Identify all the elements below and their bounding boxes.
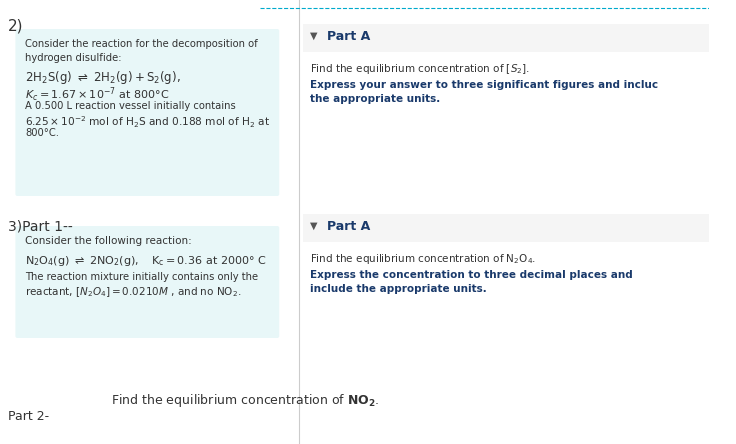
Text: Find the equilibrium concentration of $[S_2]$.: Find the equilibrium concentration of $[… [310, 62, 530, 76]
Text: A 0.500 L reaction vessel initially contains: A 0.500 L reaction vessel initially cont… [25, 101, 236, 111]
Text: Express your answer to three significant figures and incluc: Express your answer to three significant… [310, 80, 658, 90]
Text: Part 2-: Part 2- [7, 410, 49, 423]
Text: $\mathrm{N_2O_4(g)\ \rightleftharpoons\ 2NO_2(g),\quad K_c=0.36\ at\ 2000°\ C}$: $\mathrm{N_2O_4(g)\ \rightleftharpoons\ … [25, 254, 266, 268]
Text: 800°C.: 800°C. [25, 128, 59, 138]
Text: the appropriate units.: the appropriate units. [310, 94, 440, 104]
Text: $6.25\times10^{-2}\ \mathrm{mol\ of\ H_2S\ and\ 0.188\ mol\ of\ H_2\ at}$: $6.25\times10^{-2}\ \mathrm{mol\ of\ H_2… [25, 114, 270, 130]
Text: include the appropriate units.: include the appropriate units. [310, 284, 486, 294]
Text: Part A: Part A [328, 30, 371, 43]
Text: Consider the following reaction:: Consider the following reaction: [25, 236, 192, 246]
Text: Find the equilibrium concentration of $\mathrm{N_2O_4}$.: Find the equilibrium concentration of $\… [310, 252, 537, 266]
Text: $K_c = 1.67\times10^{-7}\ \mathrm{at\ 800°C}$: $K_c = 1.67\times10^{-7}\ \mathrm{at\ 80… [25, 86, 169, 104]
Text: Express the concentration to three decimal places and: Express the concentration to three decim… [310, 270, 633, 280]
Text: reactant, $[N_2O_4]=0.0210M$ , and no $\mathrm{NO_2}$.: reactant, $[N_2O_4]=0.0210M$ , and no $\… [25, 285, 241, 299]
Text: Part A: Part A [328, 220, 371, 233]
FancyBboxPatch shape [15, 226, 279, 338]
Text: Consider the reaction for the decomposition of: Consider the reaction for the decomposit… [25, 39, 258, 49]
FancyBboxPatch shape [303, 24, 709, 52]
FancyBboxPatch shape [303, 214, 709, 242]
Text: ▼: ▼ [310, 31, 317, 41]
Text: 3)Part 1--: 3)Part 1-- [7, 219, 72, 233]
Text: The reaction mixture initially contains only the: The reaction mixture initially contains … [25, 272, 258, 282]
Text: ▼: ▼ [310, 221, 317, 231]
Text: hydrogen disulfide:: hydrogen disulfide: [25, 53, 121, 63]
FancyBboxPatch shape [15, 29, 279, 196]
Text: Find the equilibrium concentration of $\mathbf{NO_2}$.: Find the equilibrium concentration of $\… [110, 392, 379, 409]
Text: $\mathregular{2H_2S(g)\ \rightleftharpoons\ 2H_2(g)+S_2(g),}$: $\mathregular{2H_2S(g)\ \rightleftharpoo… [25, 69, 180, 86]
Text: 2): 2) [7, 19, 24, 34]
